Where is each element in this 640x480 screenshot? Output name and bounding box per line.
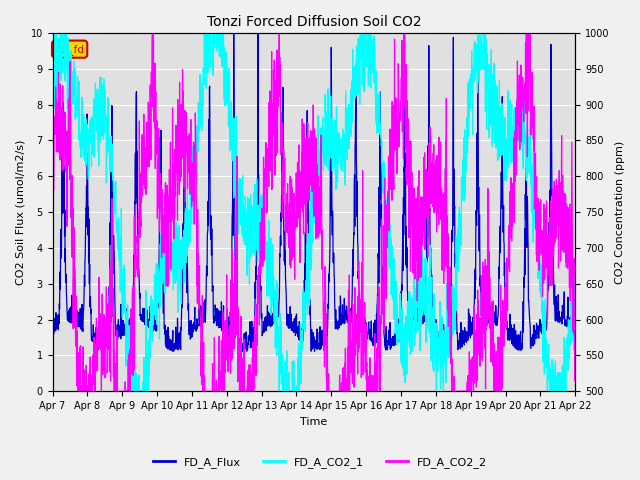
FD_A_CO2_1 [128, 388, 136, 394]
Line: FD_A_CO2_1: FD_A_CO2_1 [52, 33, 575, 391]
FD_A_CO2_2 [572, 329, 579, 335]
FD_A_CO2_1 [51, 30, 58, 36]
Y-axis label: CO2 Soil Flux (umol/m2/s): CO2 Soil Flux (umol/m2/s) [15, 140, 25, 285]
FD_A_CO2_1 [49, 119, 56, 125]
FD_A_CO2_1 [572, 293, 579, 299]
FD_A_CO2_1 [557, 384, 564, 390]
FD_A_CO2_2 [557, 258, 564, 264]
Y-axis label: CO2 Concentration (ppm): CO2 Concentration (ppm) [615, 141, 625, 284]
FD_A_CO2_2 [461, 388, 468, 394]
FD_A_CO2_2 [289, 229, 297, 235]
X-axis label: Time: Time [300, 417, 328, 427]
FD_A_CO2_1 [303, 240, 311, 246]
Legend: FD_A_Flux, FD_A_CO2_1, FD_A_CO2_2: FD_A_Flux, FD_A_CO2_1, FD_A_CO2_2 [148, 452, 492, 472]
FD_A_Flux [76, 322, 83, 327]
FD_A_Flux [289, 320, 297, 325]
FD_A_CO2_2 [76, 375, 83, 381]
FD_A_Flux [49, 329, 56, 335]
FD_A_Flux [557, 317, 564, 323]
FD_A_CO2_2 [74, 388, 82, 394]
FD_A_Flux [230, 30, 237, 36]
FD_A_CO2_2 [556, 180, 564, 185]
FD_A_Flux [556, 318, 564, 324]
Line: FD_A_CO2_2: FD_A_CO2_2 [52, 33, 575, 391]
Text: TZ_fd: TZ_fd [55, 44, 84, 55]
FD_A_CO2_1 [76, 123, 83, 129]
FD_A_Flux [572, 327, 579, 333]
FD_A_Flux [303, 108, 311, 114]
FD_A_CO2_2 [49, 149, 56, 155]
FD_A_CO2_2 [303, 136, 311, 142]
FD_A_CO2_1 [289, 388, 297, 394]
Line: FD_A_Flux: FD_A_Flux [52, 33, 575, 351]
Title: Tonzi Forced Diffusion Soil CO2: Tonzi Forced Diffusion Soil CO2 [207, 15, 421, 29]
FD_A_Flux [461, 325, 468, 331]
FD_A_Flux [239, 348, 246, 354]
FD_A_CO2_2 [150, 30, 157, 36]
FD_A_CO2_1 [556, 388, 564, 394]
FD_A_CO2_1 [461, 127, 468, 132]
